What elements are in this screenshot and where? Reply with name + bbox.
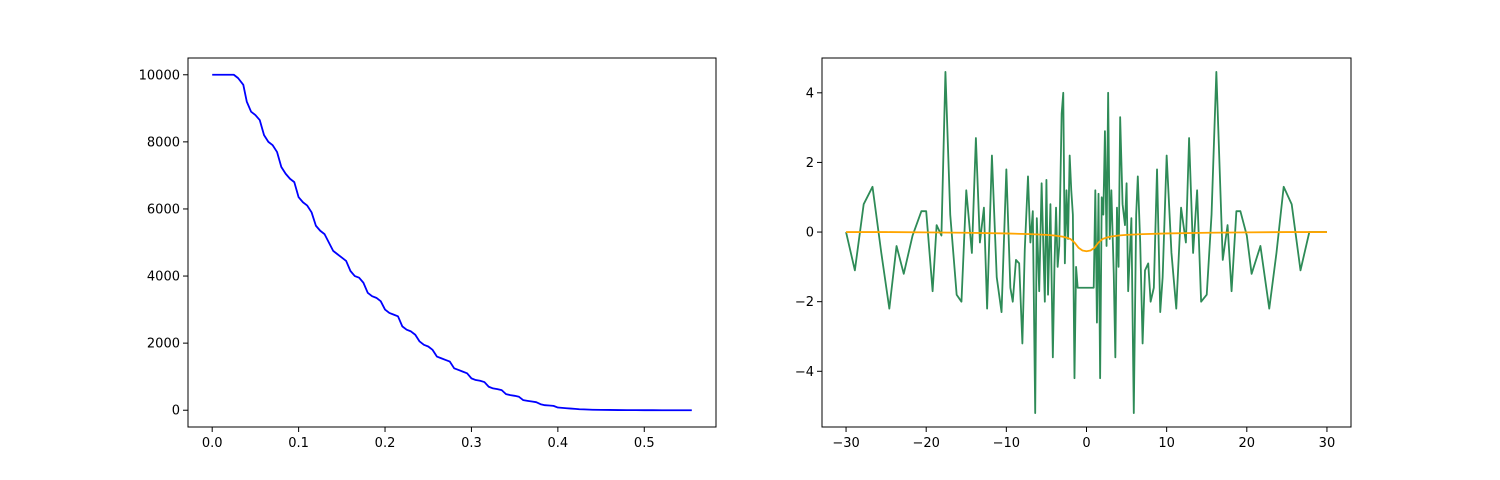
axes-frame <box>187 57 717 428</box>
y-tick-label: −4 <box>795 365 814 380</box>
y-tick-label: 0 <box>806 226 814 241</box>
y-tick-label: 6000 <box>147 202 180 217</box>
x-tick-label: 0.4 <box>548 436 569 451</box>
x-tick-label: 20 <box>1239 436 1256 451</box>
y-tick-label: 2000 <box>147 337 180 352</box>
x-tick-label: −10 <box>993 436 1020 451</box>
series-line-0 <box>212 73 692 412</box>
series-line-0 <box>845 71 1327 414</box>
y-tick-label: 2 <box>806 156 814 171</box>
x-tick-label: 0 <box>1082 436 1090 451</box>
x-tick-label: 30 <box>1319 436 1336 451</box>
x-tick-label: −20 <box>912 436 939 451</box>
x-tick-label: 0.0 <box>202 436 223 451</box>
y-tick-label: −2 <box>795 295 814 310</box>
y-tick-label: 8000 <box>147 135 180 150</box>
left-chart: 0.0 0.1 0.2 0.3 0.4 0.5 0 2000 4000 6000 8000 10000 <box>139 57 717 451</box>
y-tick-label: 4000 <box>147 270 180 285</box>
y-tick-label: 4 <box>806 86 814 101</box>
y-tick-label: 0 <box>172 404 180 419</box>
x-tick-label: 0.5 <box>634 436 655 451</box>
y-tick-label: 10000 <box>139 68 180 83</box>
x-tick-label: 0.1 <box>288 436 309 451</box>
x-tick-label: 0.2 <box>375 436 396 451</box>
series-line-1 <box>846 231 1327 253</box>
axes-frame <box>821 57 1352 428</box>
x-tick-label: 0.3 <box>461 436 482 451</box>
x-tick-label: −30 <box>832 436 859 451</box>
x-tick-label: 10 <box>1158 436 1175 451</box>
